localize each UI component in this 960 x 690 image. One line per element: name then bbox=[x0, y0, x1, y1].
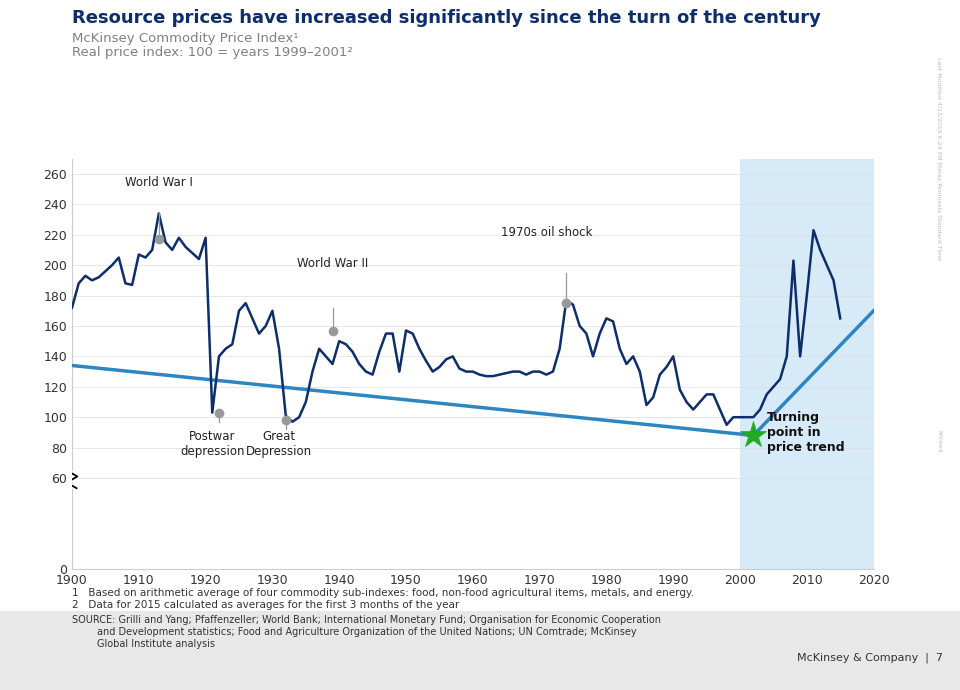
Text: Great
Depression: Great Depression bbox=[246, 431, 312, 458]
Text: McKinsey Commodity Price Index¹: McKinsey Commodity Price Index¹ bbox=[72, 32, 299, 45]
Text: World War II: World War II bbox=[297, 257, 368, 270]
Bar bbox=[740, 159, 874, 569]
Text: Printed: Printed bbox=[936, 431, 942, 453]
Text: McKinsey & Company  |  7: McKinsey & Company | 7 bbox=[797, 652, 943, 662]
Text: Real price index: 100 = years 1999–2001²: Real price index: 100 = years 1999–2001² bbox=[72, 46, 352, 59]
Text: 2   Data for 2015 calculated as averages for the first 3 months of the year: 2 Data for 2015 calculated as averages f… bbox=[72, 600, 459, 610]
Text: Resource prices have increased significantly since the turn of the century: Resource prices have increased significa… bbox=[72, 9, 821, 27]
Text: SOURCE: Grilli and Yang; Pfaffenzeller; World Bank; International Monetary Fund;: SOURCE: Grilli and Yang; Pfaffenzeller; … bbox=[72, 615, 661, 649]
Text: 1   Based on arithmetic average of four commodity sub-indexes: food, non-food ag: 1 Based on arithmetic average of four co… bbox=[72, 588, 694, 598]
Text: Turning
point in
price trend: Turning point in price trend bbox=[767, 411, 845, 454]
Text: Last Modified 4/13/2015 6:24 PM Malay Peninsula Standard Time: Last Modified 4/13/2015 6:24 PM Malay Pe… bbox=[936, 57, 942, 260]
Text: World War I: World War I bbox=[125, 176, 193, 189]
Text: Postwar
depression: Postwar depression bbox=[180, 431, 245, 458]
Text: 1970s oil shock: 1970s oil shock bbox=[500, 226, 592, 239]
